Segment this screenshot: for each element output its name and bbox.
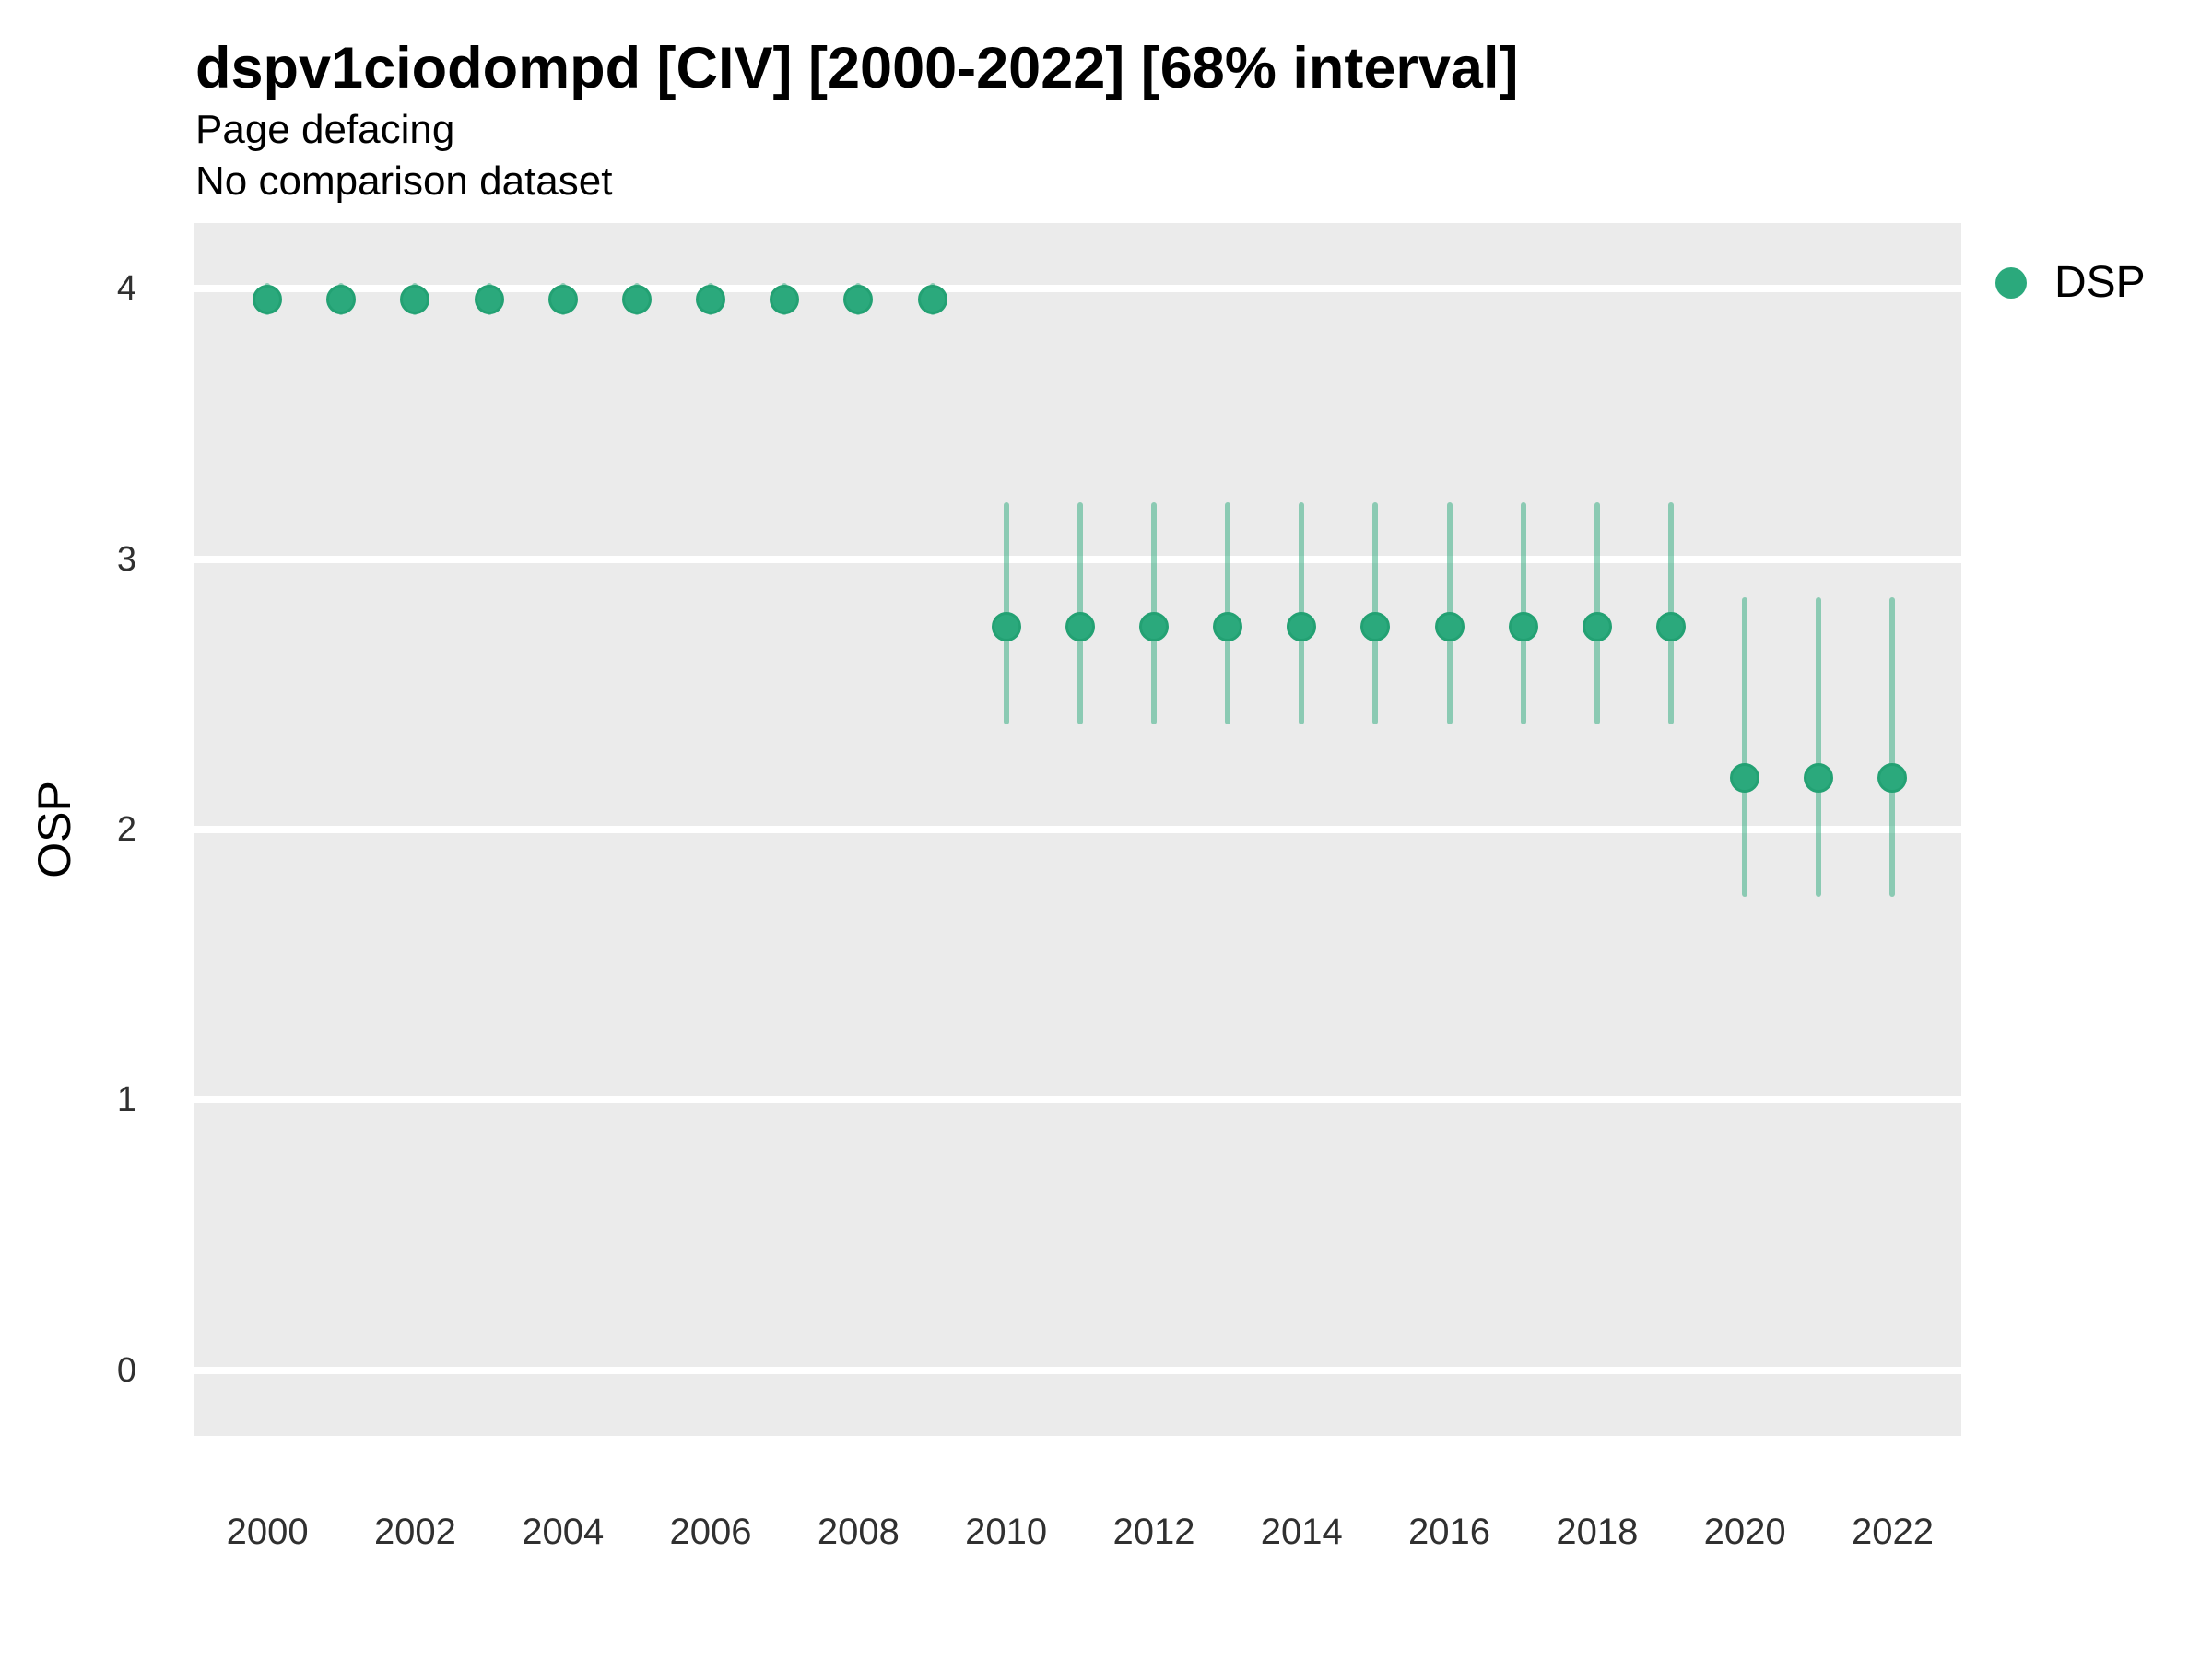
x-tick-label: 2006 [669,1512,752,1552]
data-point-2019[interactable] [1656,611,1686,641]
legend-marker-icon [1995,267,2027,299]
plot-panel [194,223,1961,1436]
chart-title: dspv1ciodompd [CIV] [2000-2022] [68% int… [195,36,1519,100]
data-point-2008[interactable] [843,284,874,314]
data-point-2006[interactable] [696,284,726,314]
data-point-2005[interactable] [621,284,652,314]
gridline-y-1 [194,1096,1961,1104]
data-point-2012[interactable] [1138,611,1169,641]
data-point-2020[interactable] [1730,763,1760,794]
interval-bar-2020 [1742,596,1748,898]
x-tick-label: 2022 [1851,1512,1934,1552]
gridline-y-0 [194,1366,1961,1374]
data-point-2003[interactable] [474,284,504,314]
y-tick-label: 0 [116,1350,136,1390]
x-tick-label: 2010 [965,1512,1048,1552]
x-tick-label: 2002 [373,1512,456,1552]
data-point-2007[interactable] [770,284,800,314]
data-point-2017[interactable] [1508,611,1538,641]
data-point-2011[interactable] [1065,611,1095,641]
interval-bar-2021 [1816,596,1822,898]
x-tick-label: 2004 [522,1512,605,1552]
data-point-2000[interactable] [253,284,283,314]
gridline-y-2 [194,826,1961,833]
x-tick-label: 2012 [1112,1512,1195,1552]
legend: DSP [1995,261,2146,305]
x-tick-label: 2014 [1260,1512,1343,1552]
data-point-2001[interactable] [326,284,357,314]
data-point-2016[interactable] [1434,611,1465,641]
data-point-2014[interactable] [1287,611,1317,641]
x-tick-label: 2008 [817,1512,900,1552]
comparison-dataset-note: No comparison dataset [195,159,613,204]
data-point-2004[interactable] [547,284,578,314]
gridline-y-4 [194,285,1961,293]
data-point-2021[interactable] [1804,763,1834,794]
interval-bar-2022 [1889,596,1896,898]
data-point-2009[interactable] [917,284,947,314]
data-point-2018[interactable] [1582,611,1612,641]
chart-subtitle: Page defacing [195,107,455,152]
data-point-2010[interactable] [991,611,1021,641]
x-tick-label: 2016 [1408,1512,1491,1552]
y-tick-label: 3 [116,539,136,579]
y-tick-label: 2 [116,810,136,849]
legend-label: DSP [2054,258,2146,307]
y-tick-label: 4 [116,269,136,309]
data-point-2013[interactable] [1213,611,1243,641]
x-tick-label: 2000 [226,1512,309,1552]
x-tick-label: 2018 [1556,1512,1639,1552]
data-point-2002[interactable] [400,284,430,314]
data-point-2022[interactable] [1877,763,1908,794]
y-tick-label: 1 [116,1080,136,1120]
data-point-2015[interactable] [1360,611,1391,641]
x-tick-label: 2020 [1703,1512,1786,1552]
